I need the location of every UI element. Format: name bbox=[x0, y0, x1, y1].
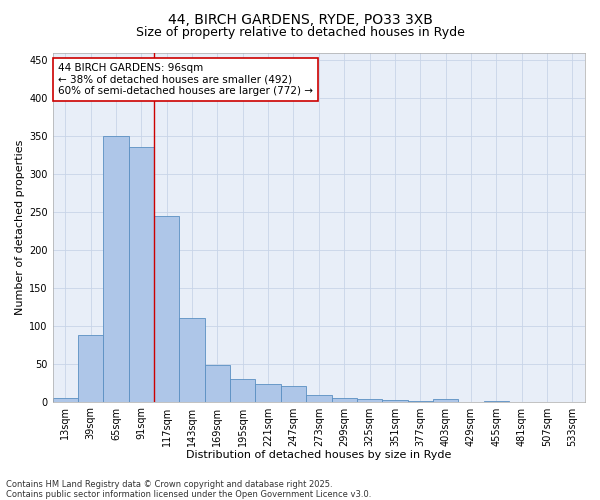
Bar bbox=[433, 400, 458, 402]
Text: Contains HM Land Registry data © Crown copyright and database right 2025.
Contai: Contains HM Land Registry data © Crown c… bbox=[6, 480, 371, 499]
Bar bbox=[484, 401, 509, 402]
Bar bbox=[332, 398, 357, 402]
Bar bbox=[357, 398, 382, 402]
Bar bbox=[129, 148, 154, 402]
Text: 44, BIRCH GARDENS, RYDE, PO33 3XB: 44, BIRCH GARDENS, RYDE, PO33 3XB bbox=[167, 12, 433, 26]
Bar bbox=[382, 400, 407, 402]
Bar bbox=[154, 216, 179, 402]
Text: 44 BIRCH GARDENS: 96sqm
← 38% of detached houses are smaller (492)
60% of semi-d: 44 BIRCH GARDENS: 96sqm ← 38% of detache… bbox=[58, 63, 313, 96]
Y-axis label: Number of detached properties: Number of detached properties bbox=[15, 140, 25, 314]
Bar bbox=[407, 401, 433, 402]
Bar bbox=[78, 335, 103, 402]
Bar bbox=[205, 365, 230, 402]
Bar bbox=[179, 318, 205, 402]
Bar bbox=[306, 395, 332, 402]
Bar bbox=[281, 386, 306, 402]
Bar bbox=[103, 136, 129, 402]
Bar bbox=[53, 398, 78, 402]
Bar bbox=[230, 379, 256, 402]
Bar bbox=[256, 384, 281, 402]
Text: Size of property relative to detached houses in Ryde: Size of property relative to detached ho… bbox=[136, 26, 464, 39]
X-axis label: Distribution of detached houses by size in Ryde: Distribution of detached houses by size … bbox=[186, 450, 452, 460]
